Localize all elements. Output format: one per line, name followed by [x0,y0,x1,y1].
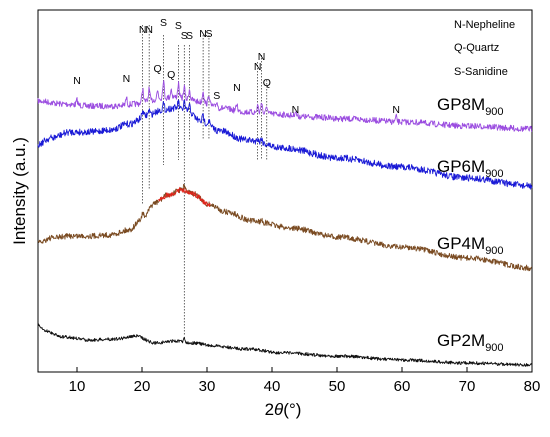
peak-label: S [186,30,193,42]
peak-label: N [139,24,147,36]
peak-label: N [145,24,153,36]
series-line-gp4m-highlight [157,186,211,207]
x-axis: 10 20 30 40 50 60 70 80 [69,367,541,395]
series-label-gp4m-base: GP4M [437,234,485,253]
peak-label: N [254,61,262,73]
x-axis-title-main: 2 [265,400,274,419]
x-tick-label: 60 [394,378,411,395]
legend-entry-sanidine: S-Sanidine [454,66,508,78]
series-label-gp4m: GP4M900 [437,234,504,257]
legend-entry-quartz: Q-Quartz [454,42,499,54]
x-tick-label: 40 [264,378,281,395]
series-label-gp6m: GP6M900 [437,157,504,180]
series-label-gp6m-base: GP6M [437,157,485,176]
series-label-gp6m-sub: 900 [485,168,503,180]
peak-label: Q [263,77,271,89]
x-axis-title-theta: θ [274,400,284,419]
peak-label: N [258,51,266,63]
y-axis-title: Intensity (a.u.) [10,137,29,245]
peak-label: N [123,73,131,85]
x-tick-label: 80 [524,378,541,395]
peak-label: S [160,17,167,29]
plot-frame [37,9,533,373]
series-line-gp4m [37,184,533,272]
x-tick-label: 30 [199,378,216,395]
series-label-gp2m-base: GP2M [437,331,485,350]
x-tick-label: 10 [69,378,86,395]
peak-label: Q [167,69,175,81]
series-label-gp8m: GP8M900 [437,95,504,118]
peak-label: S [205,28,212,40]
series-group [37,80,533,367]
peak-label: S [175,20,182,32]
x-tick-label: 70 [459,378,476,395]
peak-label: Q [154,63,162,75]
peak-label: N [73,75,81,87]
peak-label: N [233,82,241,94]
series-line-gp8m [37,80,533,132]
x-tick-label: 20 [134,378,151,395]
series-label-gp2m: GP2M900 [437,331,504,354]
x-tick-label: 50 [329,378,346,395]
series-line-gp2m [37,323,533,367]
peak-label: S [181,30,188,42]
x-axis-title: 2θ(°) [265,400,302,419]
series-label-gp4m-sub: 900 [485,245,503,257]
legend: N-Nepheline Q-Quartz S-Sanidine [454,19,515,78]
series-label-gp2m-sub: 900 [485,342,503,354]
series-label-gp8m-base: GP8M [437,95,485,114]
peak-label: N [199,28,207,40]
peak-label: S [213,90,220,102]
legend-entry-nepheline: N-Nepheline [454,19,515,31]
x-axis-title-unit: (°) [283,400,301,419]
peak-label: N [292,104,300,116]
peak-label: N [392,104,400,116]
series-line-gp6m [37,99,533,190]
series-label-gp8m-sub: 900 [485,106,503,118]
